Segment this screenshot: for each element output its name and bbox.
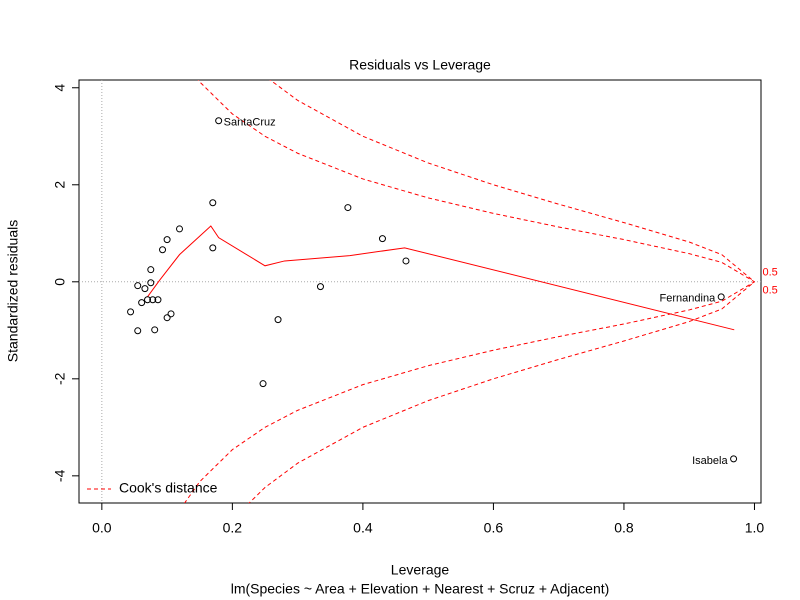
cooks-contour	[269, 80, 755, 283]
point	[127, 308, 135, 316]
point	[209, 199, 217, 207]
point	[378, 235, 386, 243]
point	[141, 285, 149, 293]
point	[259, 380, 267, 388]
x-tick-label: 0.8	[614, 520, 634, 536]
contour-label: 0.5	[762, 267, 777, 279]
cooks-contour	[248, 281, 755, 503]
point	[176, 225, 184, 233]
point	[134, 282, 142, 290]
point	[215, 117, 223, 125]
chart-title: Residuals vs Leverage	[349, 57, 491, 73]
point	[151, 326, 159, 334]
point	[730, 455, 738, 463]
y-tick-label: 4	[52, 84, 68, 92]
x-axis-label: Leverage	[391, 562, 450, 578]
point-label: SantaCruz	[224, 117, 276, 129]
point	[147, 266, 155, 274]
y-tick-label: 2	[52, 181, 68, 189]
legend-label: Cook's distance	[119, 480, 218, 496]
x-tick-label: 0.4	[353, 520, 373, 536]
plot-frame	[78, 79, 762, 504]
cooks-contour	[197, 80, 755, 283]
point	[717, 293, 725, 301]
y-tick-label: -4	[52, 469, 68, 482]
y-axis-label: Standardized residuals	[5, 220, 21, 362]
point	[163, 314, 171, 322]
point-label: Isabela	[692, 455, 728, 467]
x-tick-label: 0.2	[223, 520, 243, 536]
point	[402, 257, 410, 265]
point	[209, 244, 217, 252]
point	[154, 296, 162, 304]
y-tick-label: 0	[52, 278, 68, 286]
subtitle: lm(Species ~ Area + Elevation + Nearest …	[231, 581, 610, 597]
point	[274, 316, 282, 324]
point	[134, 327, 142, 335]
cooks-contour	[184, 281, 755, 503]
point	[167, 310, 175, 318]
point	[159, 246, 167, 254]
point-label: Fernandina	[660, 293, 717, 305]
plot-area	[79, 80, 761, 503]
smooth-line	[147, 225, 735, 331]
point	[147, 279, 155, 287]
x-tick-label: 0.6	[484, 520, 504, 536]
point	[149, 296, 157, 304]
contour-label: 0.5	[762, 285, 777, 297]
point	[163, 236, 171, 244]
point	[344, 204, 352, 212]
x-tick-label: 1.0	[745, 520, 765, 536]
point	[138, 299, 146, 307]
x-tick-label: 0.0	[92, 520, 112, 536]
point	[316, 283, 324, 291]
point	[144, 296, 152, 304]
y-tick-label: -2	[52, 372, 68, 385]
